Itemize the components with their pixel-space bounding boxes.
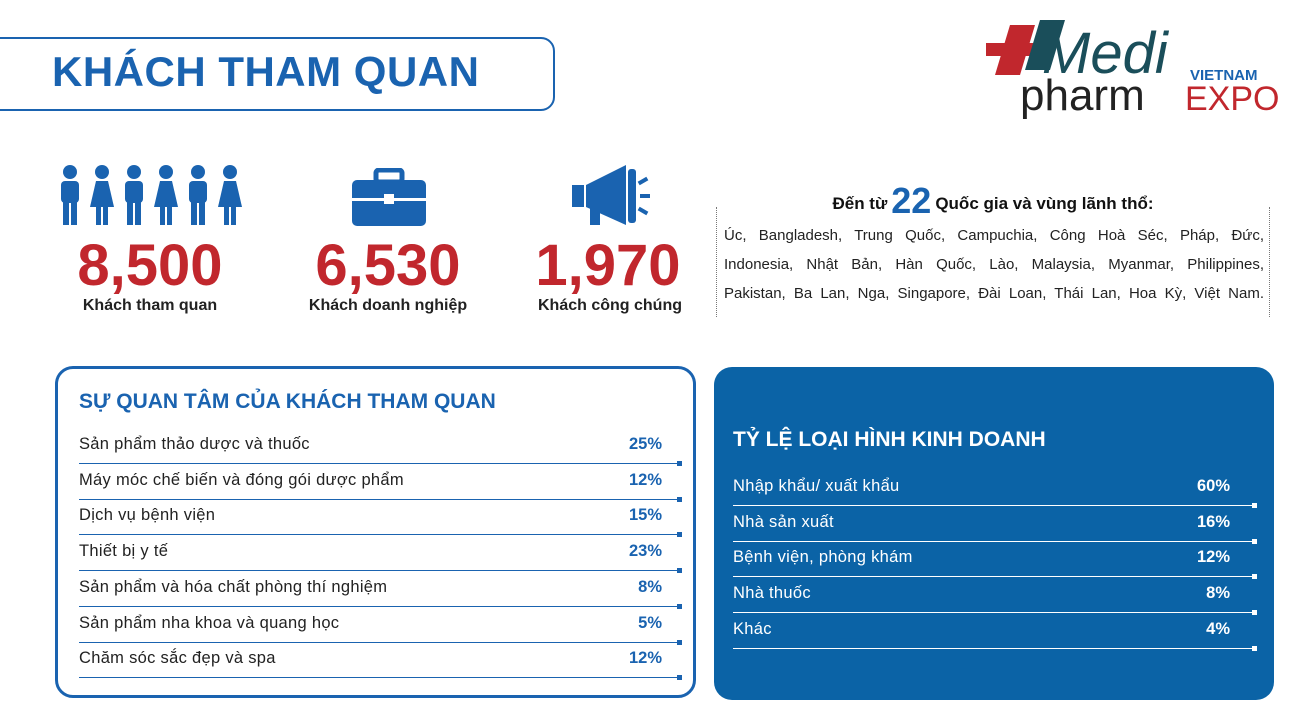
row-label: Sản phẩm và hóa chất phòng thí nghiệm (79, 577, 388, 596)
row-label: Nhà thuốc (733, 584, 811, 603)
row-label: Nhà sản xuất (733, 512, 834, 531)
row-divider (79, 463, 680, 464)
row-value: 12% (628, 649, 662, 668)
row-label: Máy móc chế biến và đóng gói dược phẩm (79, 470, 404, 489)
row-divider (79, 498, 680, 500)
row-end-dot (677, 461, 682, 466)
row-value: 16% (1196, 512, 1230, 531)
logo-text: VIETNAM (1190, 67, 1258, 84)
logo-text: EXPO (1185, 80, 1279, 118)
people-icon (61, 165, 242, 225)
panel-title: TỶ LỆ LOẠI HÌNH KINH DOANH (733, 428, 1046, 451)
row-divider (733, 576, 1255, 578)
row-end-dot (1252, 645, 1257, 651)
row-end-dot (677, 603, 682, 609)
row-divider (79, 570, 680, 572)
stat-value: 1,970 (535, 233, 681, 298)
row-label: Nhập khẩu/ xuất khẩu (733, 477, 900, 495)
row-value: 12% (628, 470, 662, 489)
row-end-dot (1252, 538, 1257, 544)
row-label: Thiết bị y tế (79, 542, 169, 561)
countries-box (716, 207, 1270, 317)
row-label: Dịch vụ bệnh viện (79, 506, 216, 525)
row-end-dot (1252, 503, 1257, 508)
row-end-dot (677, 675, 682, 681)
page-title: KHÁCH THAM QUAN (52, 48, 480, 95)
interest-panel (55, 366, 696, 698)
row-divider (733, 505, 1255, 506)
countries-line: Úc, Bangladesh, Trung Quốc, Campuchia, C… (724, 227, 1264, 244)
row-value: 4% (1206, 619, 1230, 638)
countries-count: 22 (891, 180, 932, 221)
row-end-dot (1252, 610, 1257, 616)
logo-text: Medi (1042, 21, 1170, 86)
row-label: Sản phẩm nha khoa và quang học (79, 613, 340, 632)
row-divider (79, 677, 680, 679)
logo-slash (1025, 20, 1065, 70)
business-panel (714, 367, 1274, 700)
row-end-dot (677, 568, 682, 574)
row-divider (733, 647, 1255, 649)
row-end-dot (1252, 574, 1257, 580)
row-label: Chăm sóc sắc đẹp và spa (79, 649, 276, 668)
stat-label: Khách doanh nghiệp (308, 297, 468, 314)
logo: Medi pharm VIETNAM EXPO (986, 20, 1279, 120)
row-value: 23% (628, 542, 662, 561)
countries-line: Indonesia, Nhật Bản, Hàn Quốc, Lào, Mala… (724, 256, 1264, 273)
row-divider (733, 612, 1255, 614)
briefcase-icon (352, 168, 426, 226)
row-divider (733, 540, 1255, 542)
stat-label: Khách công chúng (538, 297, 682, 314)
row-value: 8% (1206, 584, 1230, 603)
row-value: 15% (628, 506, 662, 525)
row-label: Sản phẩm thảo dược và thuốc (79, 435, 310, 453)
panel-title: SỰ QUAN TÂM CỦA KHÁCH THAM QUAN (79, 390, 496, 413)
megaphone-icon (572, 165, 650, 225)
row-value: 12% (1196, 548, 1230, 567)
row-end-dot (677, 496, 682, 502)
stat-value: 6,530 (315, 233, 461, 298)
row-value: 8% (638, 577, 662, 596)
countries-suffix: Quốc gia và vùng lãnh thổ: (935, 194, 1154, 213)
countries-line: Pakistan, Ba Lan, Nga, Singapore, Đài Lo… (724, 285, 1264, 302)
row-label: Bệnh viện, phòng khám (733, 548, 913, 567)
row-divider (79, 534, 680, 536)
row-value: 5% (638, 613, 662, 632)
row-value: 60% (1196, 477, 1230, 495)
stat-value: 8,500 (77, 233, 223, 298)
logo-text: pharm (1020, 71, 1145, 120)
row-divider (79, 605, 680, 607)
row-value: 25% (628, 435, 662, 453)
countries-prefix: Đến từ (832, 194, 888, 213)
stat-label: Khách tham quan (82, 297, 218, 314)
row-end-dot (677, 532, 682, 538)
row-end-dot (677, 639, 682, 645)
countries-heading: Đến từ 22 Quốc gia và vùng lãnh thổ: (716, 180, 1270, 222)
row-divider (79, 641, 680, 643)
title-box (0, 37, 555, 111)
row-label: Khác (733, 619, 772, 638)
